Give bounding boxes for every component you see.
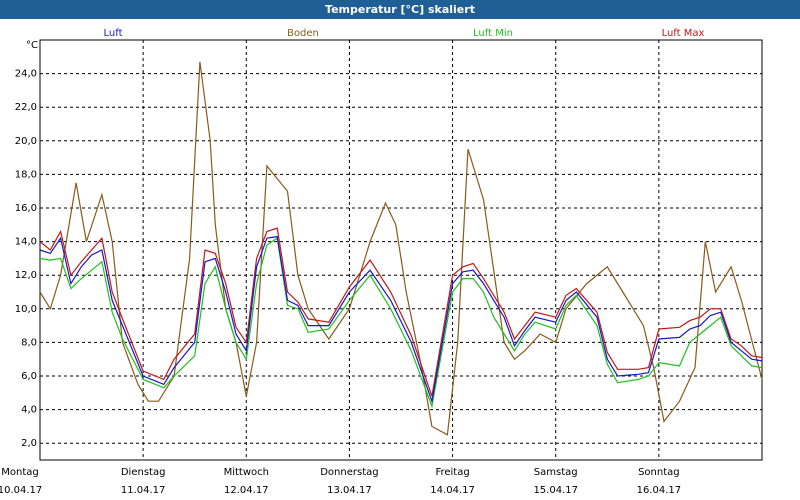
day-date-label: 13.04.17 xyxy=(327,485,372,496)
y-tick-label: 16,0 xyxy=(15,203,37,214)
y-tick-label: 12,0 xyxy=(15,270,37,281)
legend-entry-luft: Luft xyxy=(104,28,123,39)
series-line-luft-min xyxy=(39,237,763,409)
series-line-luft xyxy=(39,235,763,404)
day-date-label: 12.04.17 xyxy=(224,485,269,496)
y-tick-label: 22,0 xyxy=(15,102,37,113)
day-name-label: Freitag xyxy=(435,467,469,478)
day-name-label: Mittwoch xyxy=(224,467,269,478)
day-name-label: Donnerstag xyxy=(320,467,378,478)
day-name-label: Samstag xyxy=(534,467,578,478)
legend-entry-luft-min: Luft Min xyxy=(473,28,513,39)
day-name-label: Montag xyxy=(1,467,38,478)
chart-title: Temperatur [°C] skaliert xyxy=(0,0,800,19)
y-tick-label: 6,0 xyxy=(21,371,37,382)
legend-entry-luft-max: Luft Max xyxy=(662,28,705,39)
y-tick-label: 24,0 xyxy=(15,69,37,80)
day-date-label: 10.04.17 xyxy=(0,485,42,496)
day-name-label: Dienstag xyxy=(121,467,166,478)
chart-canvas: 2,0 4,0 6,0 8,0 10,0 12,0 14,0 16,0 18,0 20,0 22,0… xyxy=(0,28,763,496)
y-tick-label: 8,0 xyxy=(21,337,37,348)
y-tick-label: 14,0 xyxy=(15,237,37,248)
day-date-label: 16.04.17 xyxy=(637,485,682,496)
y-tick-label: 4,0 xyxy=(21,405,37,416)
y-axis-unit: °C xyxy=(26,40,38,51)
series-line-luft-max xyxy=(39,227,763,397)
day-name-label: Sonntag xyxy=(638,467,680,478)
day-date-label: 11.04.17 xyxy=(121,485,166,496)
day-date-label: 15.04.17 xyxy=(533,485,578,496)
legend-entry-boden: Boden xyxy=(287,28,319,39)
y-tick-label: 20,0 xyxy=(15,136,37,147)
plot-area xyxy=(39,39,763,461)
y-tick-label: 10,0 xyxy=(15,304,37,315)
y-tick-label: 2,0 xyxy=(21,438,37,449)
series-line-boden xyxy=(39,61,763,436)
y-tick-label: 18,0 xyxy=(15,169,37,180)
day-date-label: 14.04.17 xyxy=(430,485,475,496)
